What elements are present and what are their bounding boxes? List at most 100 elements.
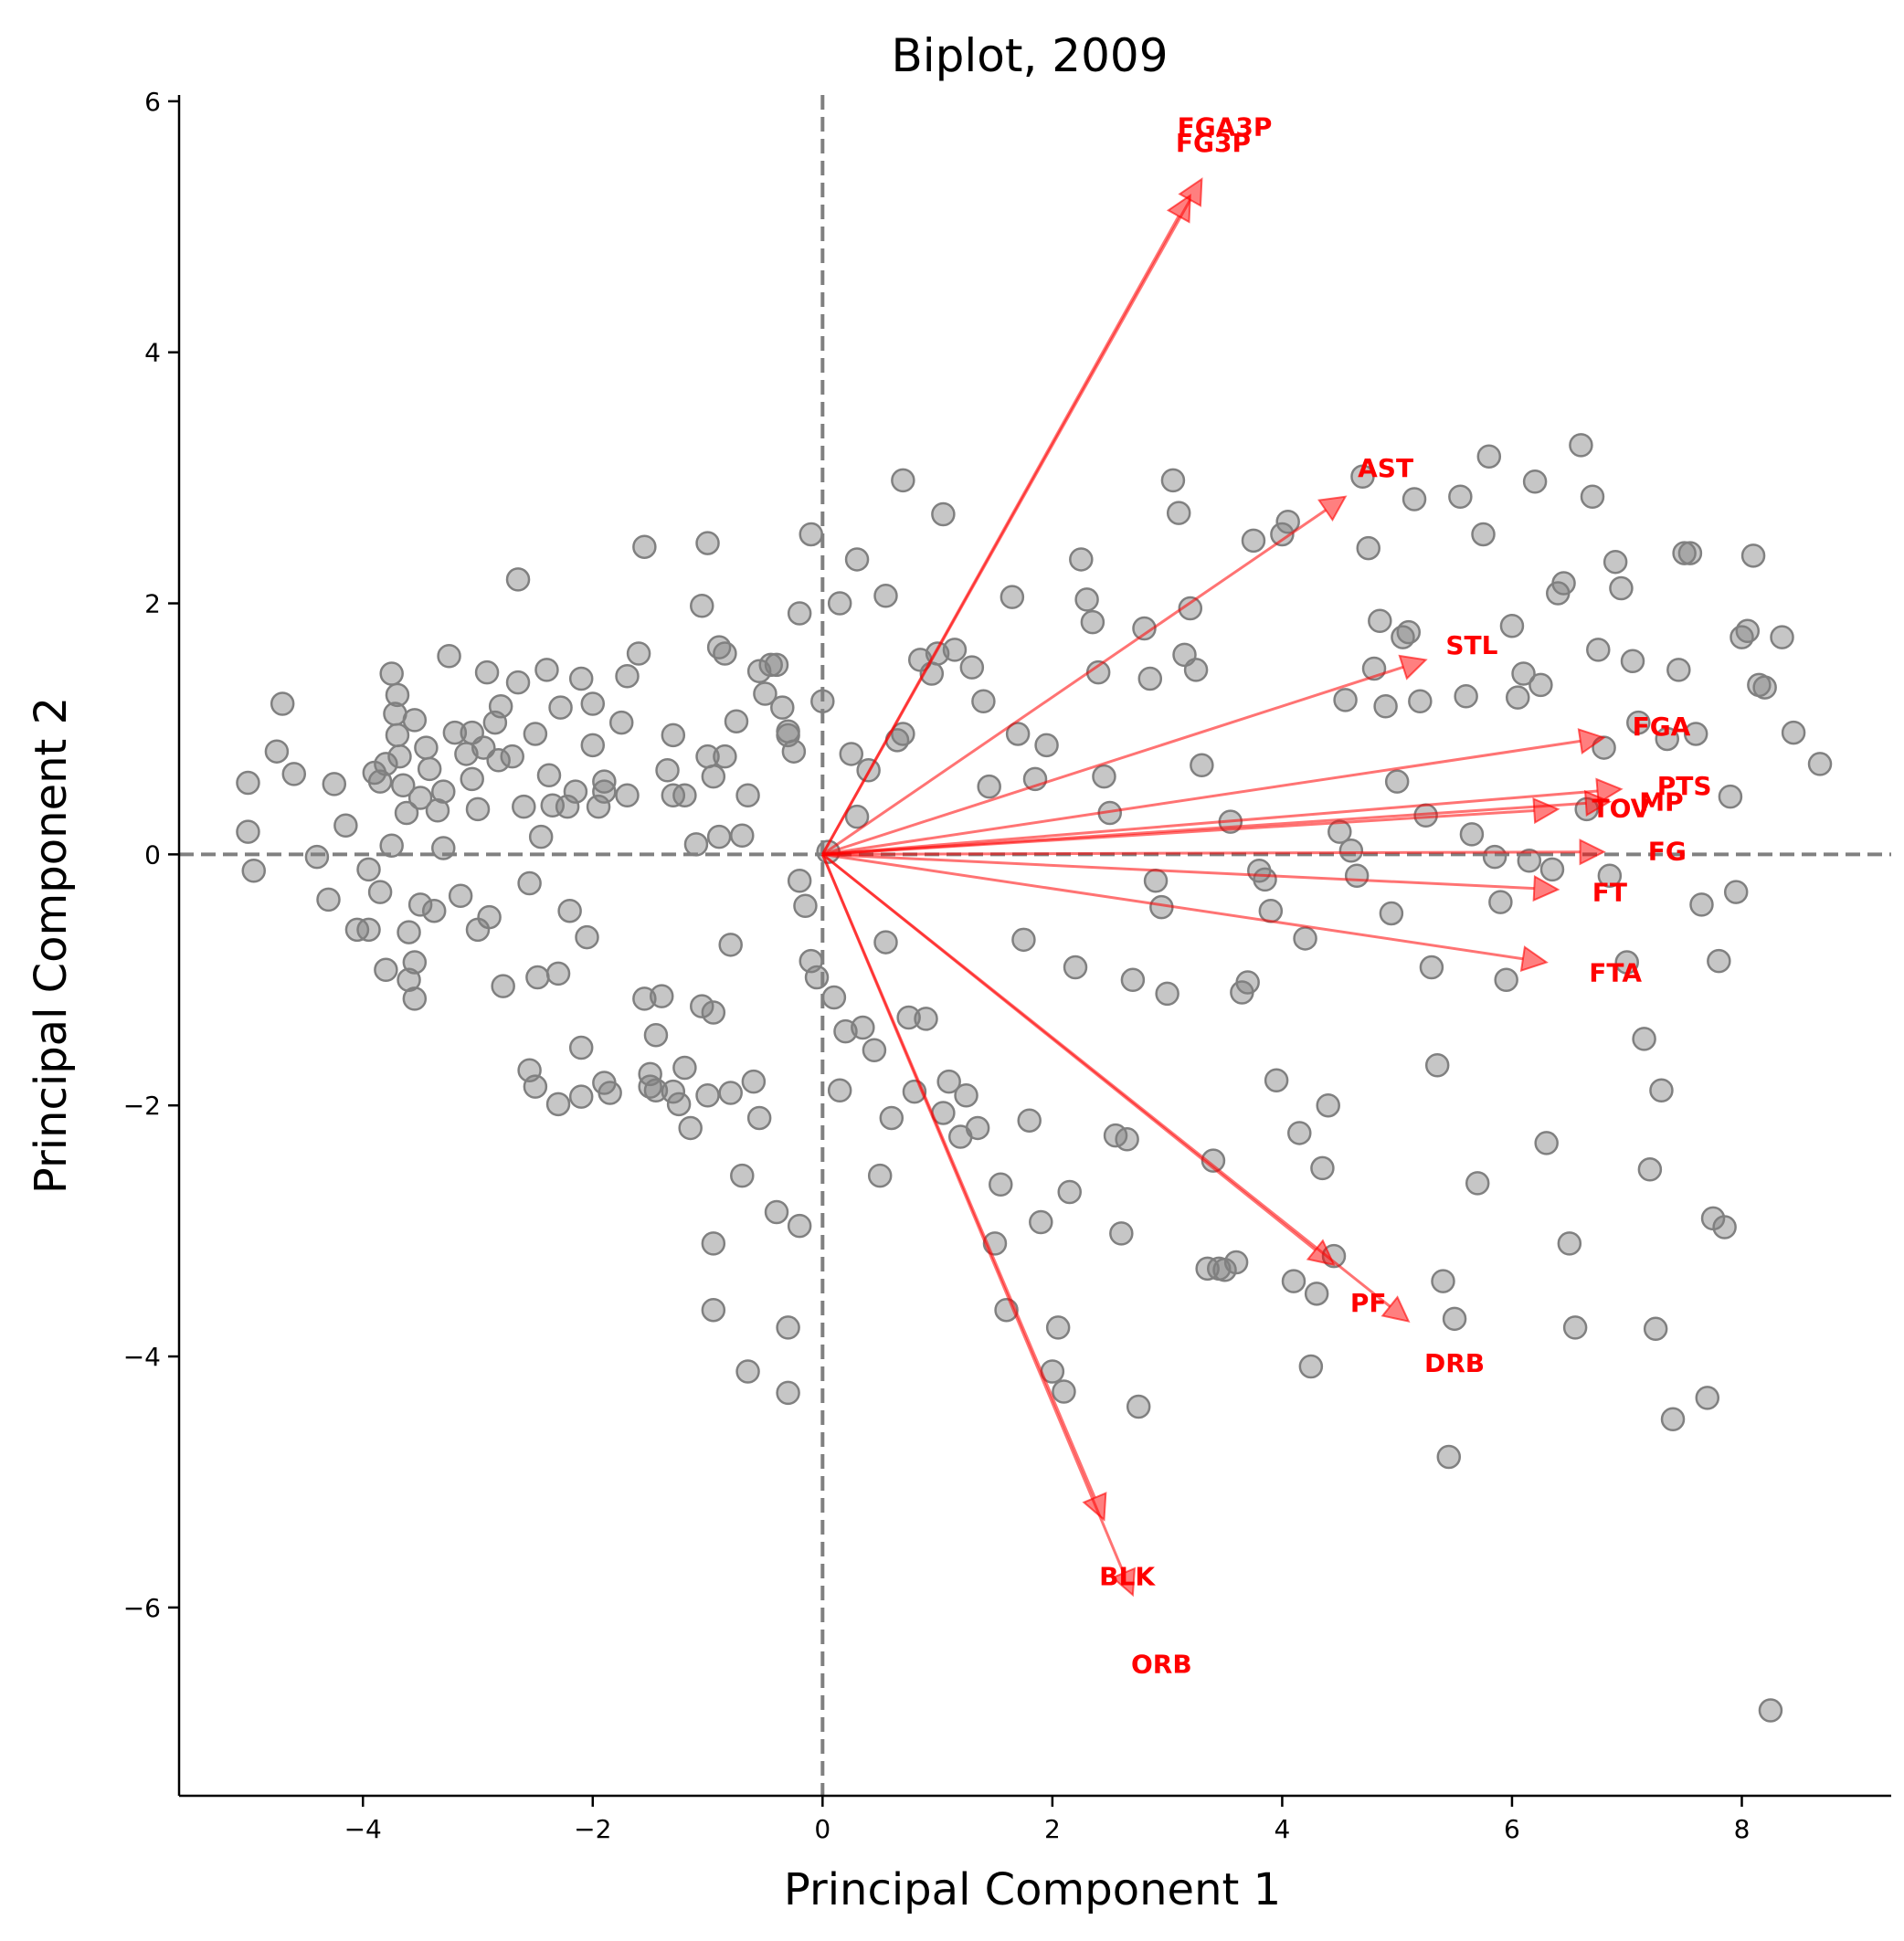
vector-label: FG3P: [1176, 128, 1251, 158]
data-point: [367, 880, 393, 904]
data-point: [724, 709, 749, 733]
data-point: [1000, 585, 1025, 609]
data-point: [563, 779, 588, 804]
data-point: [1235, 970, 1260, 995]
data-point: [545, 961, 571, 986]
vector-tov: TOV: [822, 794, 1651, 856]
data-point: [1126, 1394, 1151, 1419]
data-point: [592, 779, 617, 804]
data-point: [1562, 1315, 1588, 1340]
vector-shaft: [822, 739, 1581, 856]
data-point: [512, 794, 536, 819]
data-point: [1689, 892, 1714, 917]
data-point: [1183, 658, 1209, 682]
axes: −4 −2 0 2 4 6 8 6 4 2 0 −2 −4 −6: [123, 87, 1891, 1844]
data-point: [942, 638, 968, 662]
data-point: [1609, 575, 1634, 601]
data-point: [873, 930, 898, 955]
data-point: [666, 1092, 692, 1117]
data-point: [1258, 898, 1284, 923]
data-point: [448, 883, 473, 908]
vector-label: FTA: [1589, 958, 1642, 988]
vector-blk: BLK: [820, 853, 1156, 1592]
data-point: [1424, 1052, 1450, 1078]
data-point: [1190, 753, 1214, 778]
data-point: [486, 748, 511, 773]
data-point: [867, 1163, 893, 1188]
data-point: [1620, 649, 1645, 674]
data-point: [1614, 950, 1639, 975]
data-point: [1005, 722, 1031, 746]
data-point: [1471, 522, 1496, 547]
data-point: [1275, 509, 1300, 534]
data-point: [477, 904, 502, 930]
data-point: [1253, 867, 1277, 892]
x-tick-label: 0: [814, 1814, 830, 1844]
vector-label: PTS: [1657, 771, 1712, 801]
data-point: [936, 1069, 961, 1094]
data-point: [977, 774, 1001, 799]
data-point: [1511, 661, 1536, 686]
data-point: [758, 652, 783, 678]
data-point: [1695, 1386, 1720, 1410]
data-point: [672, 1055, 697, 1081]
data-point: [701, 1297, 726, 1323]
data-point: [706, 824, 732, 849]
data-point: [632, 986, 657, 1011]
vector-label: FT: [1592, 878, 1627, 908]
data-point: [421, 898, 447, 923]
data-point: [701, 1000, 726, 1025]
data-point: [402, 986, 428, 1011]
data-point: [862, 1038, 887, 1062]
data-point: [1677, 541, 1703, 565]
data-point: [1270, 522, 1295, 547]
data-point: [1770, 625, 1794, 649]
data-point: [954, 1082, 978, 1108]
data-point: [718, 1081, 743, 1105]
data-point: [1683, 722, 1708, 746]
data-point: [615, 783, 640, 808]
data-point: [460, 720, 484, 745]
y-tick-label: −4: [123, 1342, 161, 1372]
vector-fg3p: FG3P: [821, 128, 1251, 856]
data-point: [1057, 1179, 1082, 1205]
data-point: [746, 1105, 772, 1131]
data-point: [827, 591, 852, 616]
data-point: [1069, 547, 1094, 572]
y-tick-label: 0: [144, 839, 161, 870]
vector-shaft: [821, 853, 1391, 1308]
vector-arrowhead: [1398, 654, 1428, 680]
data-point: [1476, 444, 1502, 469]
vector-arrowhead: [1519, 945, 1549, 973]
data-point: [1482, 844, 1507, 870]
data-point: [891, 722, 915, 746]
data-point: [1459, 822, 1485, 847]
x-axis-label: Principal Component 1: [784, 1864, 1281, 1915]
data-point: [730, 823, 755, 849]
data-point: [713, 744, 737, 769]
data-point: [592, 1071, 617, 1095]
data-point: [1333, 688, 1358, 712]
data-point: [776, 723, 800, 748]
data-point: [1384, 769, 1410, 794]
vector-arrowhead: [1532, 874, 1560, 902]
data-point: [1707, 948, 1731, 974]
data-point: [425, 798, 450, 823]
data-point: [414, 735, 439, 760]
data-point: [1603, 549, 1628, 575]
vector-arrowhead: [1579, 839, 1606, 866]
data-points: [236, 433, 1833, 1723]
data-point: [1505, 685, 1530, 710]
data-point: [799, 522, 823, 547]
data-point: [1316, 1092, 1340, 1118]
vector-label: STL: [1445, 630, 1497, 660]
data-point: [678, 1115, 703, 1141]
data-point: [322, 772, 347, 796]
data-point: [655, 758, 680, 783]
vector-fga: FGA: [822, 712, 1691, 856]
x-tick-label: −2: [574, 1814, 611, 1844]
data-point: [437, 644, 461, 669]
data-point: [1666, 658, 1691, 682]
data-point: [1672, 541, 1697, 565]
vector-arrowhead: [1317, 495, 1348, 522]
